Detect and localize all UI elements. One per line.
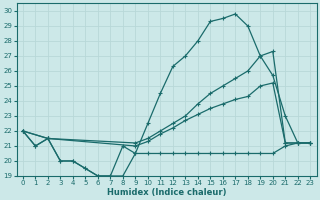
X-axis label: Humidex (Indice chaleur): Humidex (Indice chaleur) [107,188,226,197]
